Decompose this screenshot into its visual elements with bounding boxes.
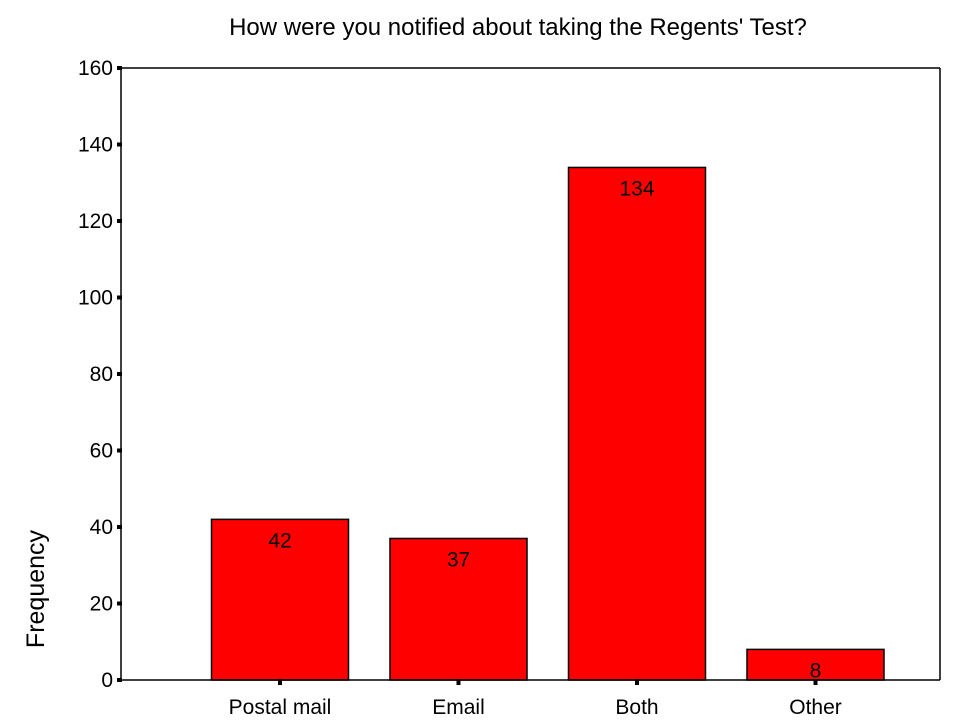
- y-tick-mark: [117, 448, 122, 453]
- bar-both: [567, 166, 707, 681]
- y-tick-mark: [117, 372, 122, 376]
- ticks-layer: [117, 66, 818, 685]
- y-axis-label: Frequency: [22, 529, 50, 648]
- x-category-label: Other: [789, 696, 842, 719]
- chart-title: How were you notified about taking the R…: [229, 14, 807, 41]
- y-tick-label: 40: [90, 516, 113, 539]
- y-tick-mark: [117, 525, 122, 529]
- y-tick-label: 120: [78, 210, 113, 233]
- y-tick-label: 80: [90, 363, 113, 386]
- labels-layer: 0 20 40 60 80 100 120 140 160 Postal mail 42 Email 3…: [78, 57, 842, 719]
- y-tick-label: 20: [90, 593, 113, 616]
- y-tick-mark: [117, 295, 122, 300]
- y-tick-label: 100: [78, 287, 113, 310]
- bars-layer: [210, 166, 885, 681]
- x-tick-mark: [278, 679, 282, 685]
- y-tick-label: 140: [78, 134, 113, 157]
- x-tick-mark: [635, 679, 639, 685]
- y-tick-label: 160: [78, 57, 113, 80]
- y-tick-mark: [117, 219, 122, 223]
- bar-value-label: 134: [619, 177, 654, 200]
- x-category-label: Email: [432, 696, 485, 719]
- y-tick-mark: [117, 678, 122, 682]
- bar-value-label: 8: [810, 659, 822, 682]
- x-tick-mark: [813, 679, 818, 685]
- x-category-label: Postal mail: [229, 696, 332, 719]
- y-tick-mark: [117, 66, 122, 70]
- y-tick-label: 60: [90, 440, 113, 463]
- bar-postal-mail: [210, 518, 350, 681]
- x-tick-mark: [456, 679, 461, 685]
- y-tick-mark: [117, 142, 122, 147]
- x-category-label: Both: [615, 696, 658, 719]
- bar-value-label: 42: [268, 529, 291, 552]
- bar-value-label: 37: [447, 548, 470, 571]
- y-tick-label: 0: [101, 669, 113, 692]
- y-tick-mark: [117, 601, 122, 606]
- bar-email: [389, 537, 528, 681]
